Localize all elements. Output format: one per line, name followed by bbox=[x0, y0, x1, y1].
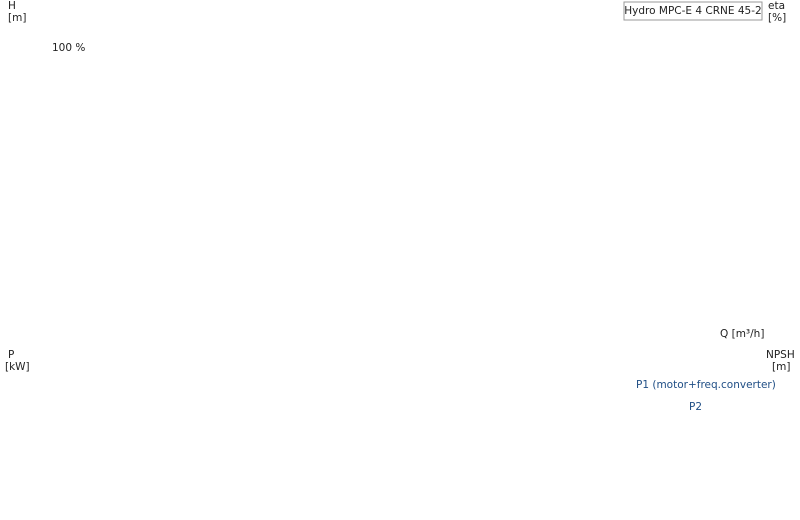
y2-label: NPSH bbox=[766, 349, 795, 361]
x-label: Q [m³/h] bbox=[720, 328, 764, 340]
y2-unit: [%] bbox=[768, 12, 786, 24]
legend-label: P2 bbox=[689, 401, 702, 413]
legend-label: P1 (motor+freq.converter) bbox=[636, 379, 776, 391]
chart-title: Hydro MPC-E 4 CRNE 45-2 bbox=[624, 5, 761, 17]
y-unit: [m] bbox=[8, 12, 26, 24]
labels: H [m] eta [%] Hydro MPC-E 4 CRNE 45-2 10… bbox=[5, 0, 795, 413]
title-box bbox=[623, 1, 763, 21]
y2-label: eta bbox=[768, 0, 785, 12]
y-label: H bbox=[8, 0, 16, 12]
y-label: P bbox=[8, 349, 14, 361]
annotation: 100 % bbox=[52, 42, 85, 54]
y2-unit: [m] bbox=[772, 361, 790, 373]
y-unit: [kW] bbox=[5, 361, 30, 373]
